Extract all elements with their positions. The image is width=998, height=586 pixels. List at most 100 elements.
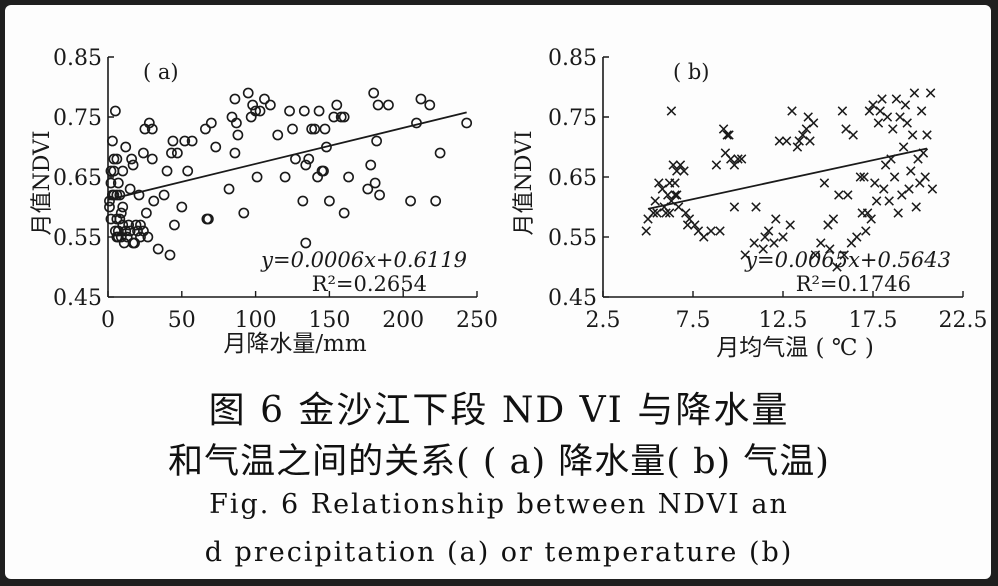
data-point	[210, 141, 222, 153]
data-point	[164, 249, 176, 261]
data-point	[105, 165, 117, 177]
data-point	[372, 99, 384, 111]
r-squared-label: R²=0.2654	[312, 272, 427, 296]
data-point	[774, 136, 785, 146]
data-point	[123, 219, 135, 231]
data-point	[670, 178, 680, 188]
data-point	[801, 124, 812, 134]
data-point	[461, 117, 473, 129]
data-point	[893, 208, 903, 218]
data-point	[681, 208, 691, 218]
data-point	[135, 219, 146, 231]
data-point	[120, 225, 132, 237]
data-point	[323, 195, 335, 207]
data-point	[343, 171, 354, 183]
data-point	[736, 154, 747, 164]
x-tick-label: 0	[101, 308, 115, 333]
data-point	[169, 219, 180, 231]
data-point	[300, 237, 312, 249]
data-point	[415, 93, 427, 105]
data-point	[670, 190, 680, 200]
data-point	[769, 238, 779, 248]
data-point	[300, 159, 312, 171]
data-point	[873, 118, 884, 128]
x-tick-label: 22.5	[939, 308, 988, 333]
data-point	[904, 184, 914, 194]
figure-charts: 0.45 0.55 0.65 0.75 0.85 0 50 100 150 200 250 月降水量/…	[30, 46, 988, 361]
data-point	[673, 202, 684, 212]
x-tick-label: 7.5	[676, 308, 711, 333]
data-point	[167, 135, 179, 147]
panel-label: ( b)	[673, 60, 710, 84]
data-point	[254, 105, 266, 117]
data-point	[117, 219, 129, 231]
data-point	[135, 231, 146, 243]
data-point	[888, 124, 898, 134]
data-point	[837, 106, 848, 116]
data-point	[855, 172, 866, 182]
data-point	[927, 184, 938, 194]
data-point	[715, 226, 725, 236]
regression-equation: y=0.0006x+0.6119	[260, 248, 467, 272]
data-point	[920, 172, 930, 182]
data-point	[232, 129, 244, 141]
data-point	[108, 189, 120, 201]
y-tick-label: 0.75	[548, 106, 597, 131]
data-point	[663, 190, 673, 200]
data-point	[259, 93, 270, 105]
regression-equation: y=0.0065x+0.5643	[744, 248, 951, 272]
data-point	[133, 189, 145, 201]
data-point	[841, 124, 851, 134]
x-tick-label: 150	[308, 308, 350, 333]
data-point	[909, 88, 920, 98]
x-tick-label: 12.5	[759, 308, 808, 333]
y-tick-label: 0.45	[53, 286, 102, 311]
data-point	[143, 117, 155, 129]
data-point	[650, 196, 660, 206]
caption-en-line2: d precipitation (a) or temperature (b)	[204, 537, 794, 568]
data-point	[925, 88, 936, 98]
data-point	[126, 153, 138, 165]
data-point	[699, 232, 709, 242]
data-point	[902, 118, 912, 128]
data-point	[297, 195, 309, 207]
y-axis-title: 月值NDVI	[30, 130, 55, 235]
data-point	[666, 106, 677, 116]
data-point	[284, 105, 295, 117]
data-point	[834, 190, 844, 200]
data-point	[383, 99, 394, 111]
data-point	[111, 189, 123, 201]
data-point	[724, 130, 734, 140]
data-point	[751, 202, 761, 212]
data-point	[652, 208, 662, 218]
data-point	[679, 166, 689, 176]
data-point	[785, 220, 795, 230]
data-point	[866, 214, 876, 224]
data-point	[897, 190, 907, 200]
y-tick-label: 0.45	[548, 286, 597, 311]
data-point	[124, 225, 136, 237]
data-point	[819, 178, 830, 188]
x-axis-title: 月降水量/mm	[223, 331, 367, 357]
data-point	[852, 232, 862, 242]
data-point	[672, 166, 682, 176]
y-tick-label: 0.65	[53, 166, 102, 191]
data-point	[862, 208, 873, 218]
data-point	[771, 214, 781, 224]
data-point	[898, 142, 909, 152]
data-point	[654, 178, 664, 188]
data-point	[798, 130, 808, 140]
data-point	[884, 196, 894, 206]
y-tick-label: 0.85	[548, 46, 597, 71]
data-point	[810, 250, 821, 260]
data-point	[816, 238, 826, 248]
data-point	[760, 232, 770, 242]
data-point	[733, 154, 743, 164]
data-point	[166, 147, 177, 159]
data-point	[706, 226, 716, 236]
data-point	[906, 166, 916, 176]
data-point	[182, 165, 194, 177]
x-tick-label: 100	[235, 308, 277, 333]
data-point	[121, 231, 133, 243]
data-point	[142, 231, 154, 243]
